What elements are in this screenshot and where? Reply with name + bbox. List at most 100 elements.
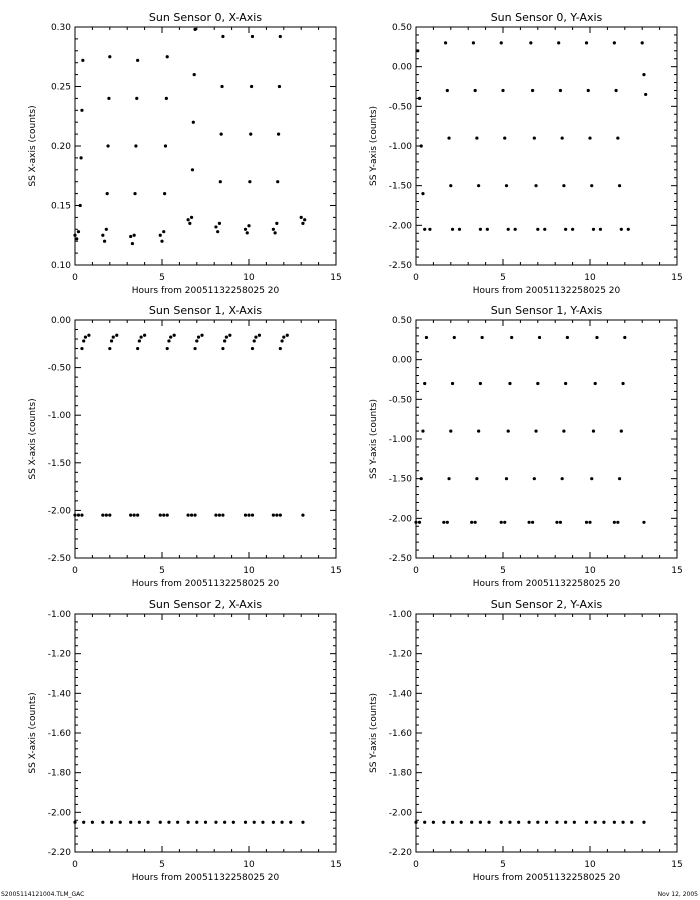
data-point: [450, 820, 455, 824]
data-point: [248, 180, 252, 184]
data-point: [423, 227, 427, 231]
data-point: [513, 227, 517, 231]
data-point: [165, 55, 169, 59]
data-point: [193, 346, 197, 351]
data-point: [139, 335, 143, 339]
chart-panel-2: Sun Sensor 1, X-Axis 0 5 10 15 -2.50 -2.00 -1.5…: [28, 304, 342, 589]
data-point: [470, 520, 474, 524]
y-axis-label: SS X-axis (counts): [28, 105, 38, 186]
data-point: [220, 84, 224, 89]
x-tick-label: 0: [413, 566, 419, 576]
data-point: [504, 184, 509, 188]
y-tick-label: -1.50: [48, 459, 72, 469]
data-point: [301, 513, 305, 517]
data-point: [106, 144, 110, 148]
x-tick-label: 10: [584, 273, 596, 283]
data-point: [165, 513, 169, 517]
y-axis-label: SS X-axis (counts): [28, 398, 38, 479]
data-point: [534, 429, 538, 433]
data-point: [158, 233, 162, 237]
data-point: [243, 227, 248, 231]
data-point: [544, 820, 549, 824]
data-point: [616, 136, 620, 140]
data-point: [275, 221, 279, 225]
data-point: [630, 820, 634, 824]
data-point: [275, 513, 279, 517]
x-axis-label: Hours from 20051132258025 20: [473, 286, 621, 296]
data-point: [78, 203, 82, 208]
x-tick-label: 15: [330, 273, 341, 283]
data-point: [445, 520, 449, 524]
data-point: [642, 520, 646, 524]
y-tick-label: -2.20: [48, 848, 72, 858]
data-point: [445, 88, 449, 93]
data-point: [421, 429, 425, 433]
data-point: [79, 156, 83, 160]
data-point: [564, 381, 568, 386]
data-point: [132, 233, 136, 237]
data-point: [584, 520, 589, 524]
data-point: [108, 55, 112, 59]
data-point: [416, 49, 420, 53]
data-point: [301, 820, 305, 824]
data-point: [593, 820, 597, 824]
data-point: [195, 339, 199, 343]
x-tick-label: 0: [72, 860, 78, 870]
data-point: [506, 227, 510, 231]
data-point: [529, 41, 533, 45]
data-point: [245, 231, 249, 235]
data-point: [193, 27, 197, 31]
data-point: [221, 513, 225, 517]
data-point: [221, 346, 225, 351]
data-point: [186, 513, 190, 517]
data-point: [590, 184, 594, 188]
data-point: [423, 820, 427, 824]
data-point: [158, 513, 162, 517]
data-point: [105, 192, 109, 196]
data-point: [129, 820, 133, 824]
y-tick-label: 0.10: [51, 261, 71, 271]
data-point: [480, 335, 484, 340]
data-point: [280, 339, 284, 343]
data-point: [593, 381, 597, 386]
data-point: [82, 339, 86, 343]
data-point: [137, 820, 141, 824]
y-tick-label: -2.00: [389, 221, 413, 231]
data-point: [109, 820, 114, 824]
data-point: [602, 820, 606, 824]
data-point: [80, 513, 84, 517]
data-point: [90, 820, 94, 824]
data-point: [169, 335, 173, 339]
data-point: [134, 144, 138, 148]
data-point: [115, 333, 119, 337]
y-tick-label: 0.25: [51, 83, 71, 93]
y-tick-label: -1.80: [48, 769, 72, 779]
data-point: [218, 180, 222, 184]
data-point: [536, 820, 540, 824]
data-point: [163, 144, 168, 148]
data-point: [82, 820, 86, 824]
y-tick-label: -1.50: [389, 475, 413, 485]
data-point: [508, 820, 512, 824]
data-point: [584, 820, 589, 824]
data-point: [81, 58, 85, 62]
data-point: [217, 513, 222, 517]
data-point: [449, 429, 453, 433]
data-point: [443, 41, 448, 45]
chart-title: Sun Sensor 0, X-Axis: [149, 11, 262, 24]
data-point: [506, 429, 510, 433]
data-point: [254, 335, 258, 339]
chart-panel-1: Sun Sensor 0, Y-Axis 0 5 10 15 -2.50 -2.00 -1.5…: [369, 11, 683, 296]
data-point: [619, 429, 623, 433]
data-point: [449, 184, 453, 188]
data-point: [277, 84, 282, 89]
data-point: [107, 96, 111, 100]
data-point: [586, 88, 590, 93]
data-point: [276, 132, 281, 136]
data-point: [186, 218, 190, 222]
data-point: [616, 520, 620, 524]
data-point: [167, 820, 171, 824]
data-point: [101, 820, 105, 824]
chart-title: Sun Sensor 1, Y-Axis: [491, 304, 603, 317]
data-point: [247, 513, 251, 517]
